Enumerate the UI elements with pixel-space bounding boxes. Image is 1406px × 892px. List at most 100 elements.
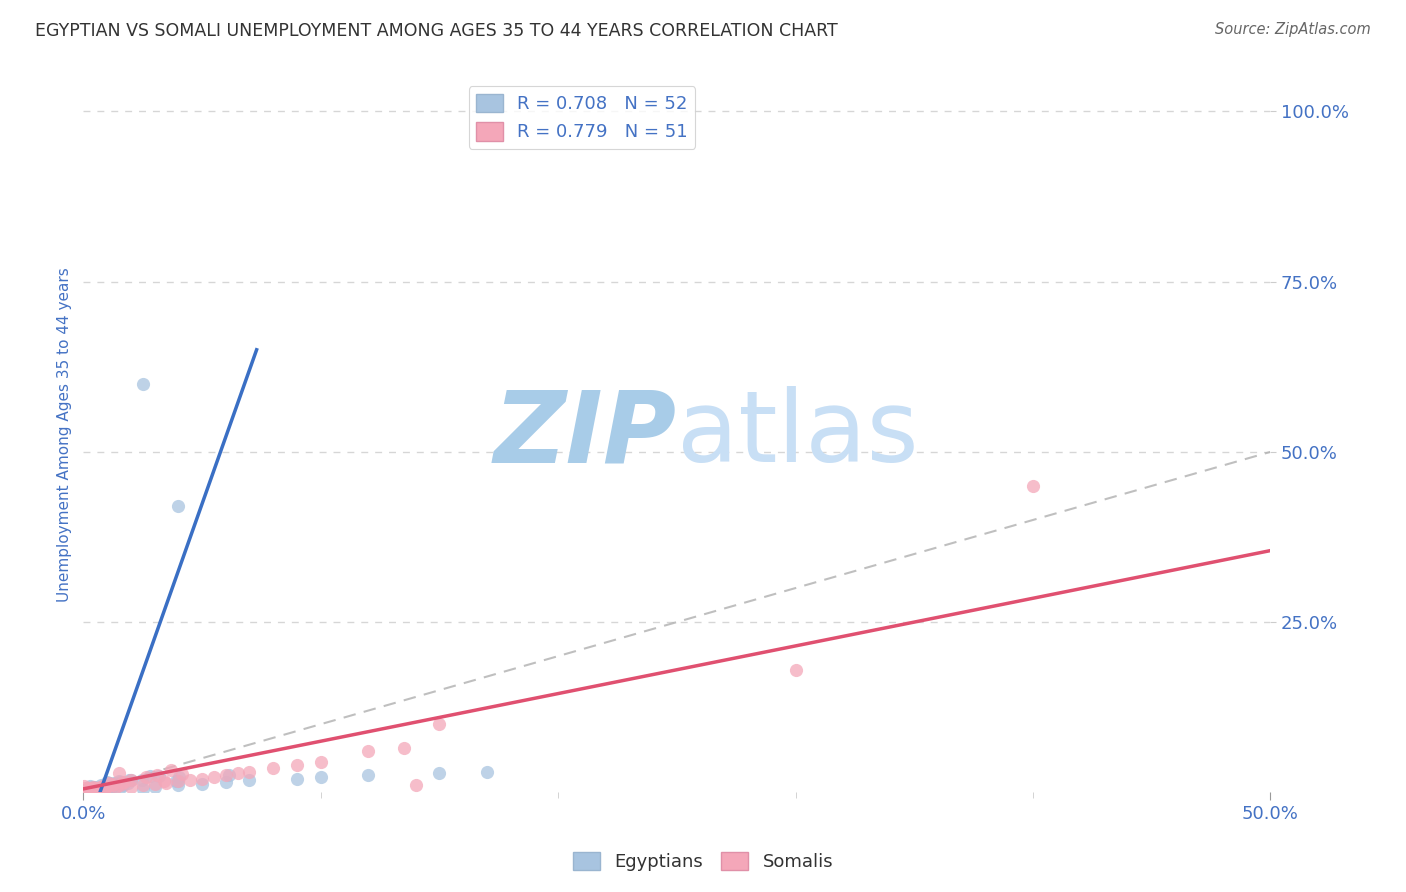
Point: [309, 755, 332, 769]
Point: [120, 772, 142, 787]
Point: [131, 772, 153, 787]
Point: [131, 376, 153, 391]
Point: [135, 770, 157, 784]
Point: [82, 780, 104, 795]
Point: [93, 780, 115, 795]
Point: [111, 776, 134, 790]
Point: [73, 784, 96, 798]
Point: [83, 780, 105, 794]
Point: [191, 772, 214, 786]
Point: [262, 761, 284, 775]
Point: [89, 782, 111, 797]
Point: [120, 773, 142, 788]
Point: [96, 774, 118, 789]
Point: [155, 776, 177, 790]
Point: [73, 781, 96, 796]
Point: [172, 766, 194, 780]
Point: [131, 779, 153, 793]
Point: [357, 768, 380, 782]
Point: [139, 769, 162, 783]
Point: [165, 774, 187, 789]
Point: [101, 777, 124, 791]
Point: [285, 758, 308, 772]
Point: [120, 780, 142, 794]
Point: [785, 663, 807, 677]
Point: [108, 773, 131, 788]
Point: [202, 770, 225, 784]
Point: [77, 780, 100, 795]
Point: [112, 775, 135, 789]
Point: [83, 781, 105, 796]
Point: [179, 772, 201, 787]
Point: [76, 784, 98, 798]
Point: [94, 780, 117, 795]
Point: [98, 781, 121, 796]
Point: [218, 768, 240, 782]
Point: [392, 741, 415, 756]
Text: ZIP: ZIP: [494, 386, 676, 483]
Point: [93, 783, 115, 797]
Text: Source: ZipAtlas.com: Source: ZipAtlas.com: [1215, 22, 1371, 37]
Point: [475, 764, 498, 779]
Point: [167, 773, 190, 788]
Point: [90, 778, 112, 792]
Point: [98, 776, 121, 790]
Point: [75, 784, 97, 798]
Point: [285, 772, 308, 786]
Y-axis label: Unemployment Among Ages 35 to 44 years: Unemployment Among Ages 35 to 44 years: [58, 268, 72, 602]
Point: [143, 777, 166, 791]
Point: [117, 776, 139, 790]
Point: [107, 765, 129, 780]
Point: [89, 780, 111, 795]
Point: [215, 775, 238, 789]
Point: [103, 775, 125, 789]
Point: [357, 744, 380, 758]
Point: [89, 780, 111, 794]
Point: [93, 780, 115, 795]
Point: [238, 772, 260, 787]
Point: [167, 774, 190, 789]
Point: [108, 778, 131, 792]
Point: [191, 777, 214, 791]
Point: [73, 782, 96, 797]
Point: [148, 768, 170, 782]
Point: [103, 779, 125, 793]
Point: [86, 780, 108, 795]
Point: [91, 780, 114, 794]
Point: [83, 783, 105, 797]
Point: [143, 780, 166, 794]
Point: [160, 764, 183, 778]
Point: [215, 768, 238, 782]
Point: [226, 766, 249, 780]
Text: atlas: atlas: [676, 386, 918, 483]
Legend: R = 0.708   N = 52, R = 0.779   N = 51: R = 0.708 N = 52, R = 0.779 N = 51: [468, 87, 695, 149]
Point: [101, 779, 124, 793]
Point: [73, 779, 96, 793]
Point: [167, 779, 190, 793]
Point: [429, 717, 451, 731]
Point: [110, 780, 132, 795]
Point: [111, 777, 134, 791]
Point: [111, 778, 134, 792]
Point: [103, 779, 125, 793]
Legend: Egyptians, Somalis: Egyptians, Somalis: [565, 845, 841, 879]
Point: [73, 783, 96, 797]
Point: [153, 774, 176, 789]
Point: [79, 779, 101, 793]
Point: [94, 780, 117, 795]
Point: [1022, 479, 1045, 493]
Point: [91, 780, 114, 794]
Point: [429, 766, 451, 780]
Point: [82, 780, 104, 795]
Point: [238, 764, 260, 779]
Point: [77, 782, 100, 797]
Point: [108, 775, 131, 789]
Point: [72, 783, 94, 797]
Point: [77, 783, 100, 797]
Point: [79, 781, 101, 796]
Text: EGYPTIAN VS SOMALI UNEMPLOYMENT AMONG AGES 35 TO 44 YEARS CORRELATION CHART: EGYPTIAN VS SOMALI UNEMPLOYMENT AMONG AG…: [35, 22, 838, 40]
Point: [167, 500, 190, 514]
Point: [75, 785, 97, 799]
Point: [73, 784, 96, 798]
Point: [104, 779, 127, 793]
